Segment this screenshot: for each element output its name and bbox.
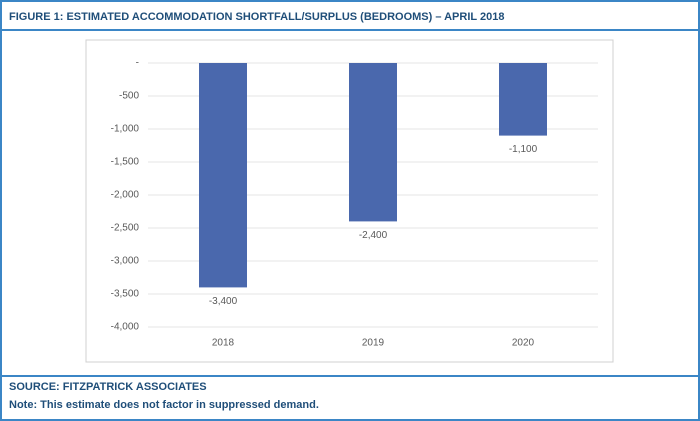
bar (199, 63, 247, 288)
y-tick-label: -3,500 (111, 289, 140, 300)
x-tick-label: 2020 (512, 338, 535, 349)
bar (499, 63, 547, 136)
note: Note: This estimate does not factor in s… (9, 399, 319, 411)
y-tick-label: -1,500 (111, 157, 140, 168)
y-tick-label: -2,500 (111, 223, 140, 234)
x-tick-label: 2019 (362, 338, 385, 349)
value-label: -2,400 (359, 230, 388, 241)
value-label: -3,400 (209, 296, 238, 307)
chart-title: FIGURE 1: ESTIMATED ACCOMMODATION SHORTF… (9, 11, 504, 23)
source: SOURCE: FITZPATRICK ASSOCIATES (9, 381, 207, 393)
y-tick-label: -1,000 (111, 124, 140, 135)
y-tick-label: - (136, 58, 139, 69)
y-tick-label: -4,000 (111, 322, 140, 333)
y-tick-label: -2,000 (111, 190, 140, 201)
bar (349, 63, 397, 222)
x-tick-label: 2018 (212, 338, 235, 349)
value-label: -1,100 (509, 144, 538, 155)
y-tick-label: -500 (119, 91, 139, 102)
y-tick-label: -3,000 (111, 256, 140, 267)
